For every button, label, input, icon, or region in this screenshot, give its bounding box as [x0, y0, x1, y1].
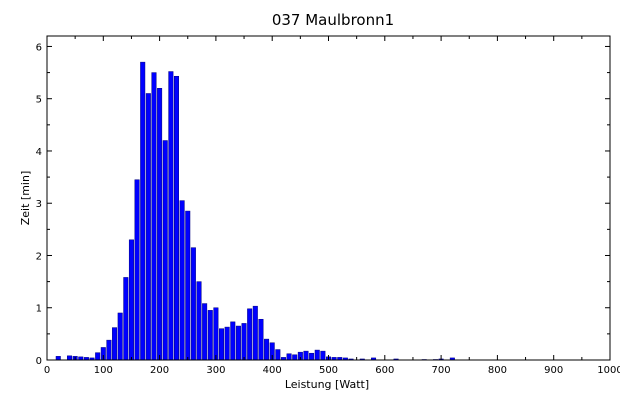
histogram-bar	[320, 350, 326, 361]
y-tick-label: 2	[36, 251, 42, 262]
plot-frame	[46, 35, 611, 361]
y-axis-label: Zeit [min]	[19, 171, 32, 226]
histogram-bar	[230, 321, 236, 361]
chart-title: 037 Maulbronn1	[272, 11, 394, 29]
histogram-bar	[314, 349, 320, 361]
x-tick-label: 300	[206, 365, 225, 376]
histogram-bar	[309, 352, 315, 361]
histogram-bar	[303, 350, 309, 361]
histogram-bar	[112, 327, 118, 361]
histogram-bar	[275, 349, 281, 361]
histogram-bar	[55, 356, 61, 361]
histogram-bar	[140, 61, 146, 361]
histogram-bar	[292, 354, 298, 361]
histogram-bar	[151, 72, 157, 361]
y-tick-label: 6	[36, 42, 42, 53]
histogram-bar	[185, 210, 191, 361]
histogram-bar	[179, 200, 185, 361]
histogram-bar	[95, 352, 101, 361]
histogram-bar	[168, 71, 174, 361]
histogram-bar	[258, 318, 264, 361]
y-tick-label: 0	[36, 356, 42, 367]
histogram-bar	[224, 326, 230, 361]
x-tick-label: 200	[150, 365, 169, 376]
x-tick-label: 0	[44, 365, 50, 376]
histogram-bar	[235, 325, 241, 361]
x-tick-label: 100	[94, 365, 113, 376]
histogram-bar	[134, 179, 140, 361]
histogram-bar	[286, 353, 292, 361]
x-tick-label: 700	[432, 365, 451, 376]
x-tick-label: 900	[544, 365, 563, 376]
histogram-bar	[213, 307, 219, 361]
bar-series	[55, 61, 455, 361]
histogram-bar	[196, 281, 202, 361]
histogram-bar	[207, 310, 213, 361]
y-tick-label: 5	[36, 95, 42, 106]
histogram-bar	[264, 338, 270, 361]
histogram-bar	[247, 308, 253, 361]
histogram-bar	[219, 328, 225, 361]
x-tick-label: 500	[319, 365, 338, 376]
histogram-bar	[67, 355, 73, 361]
x-axis-label: Leistung [Watt]	[285, 378, 369, 391]
axis-ticks: 0 100 200 300 400 500 600 700 800 900 1000 0 1 2 3 4 5 6	[36, 36, 620, 376]
histogram-bar	[252, 305, 258, 361]
y-tick-label: 1	[36, 304, 42, 315]
histogram-bar	[202, 303, 208, 361]
histogram-bar	[241, 323, 247, 361]
x-tick-label: 400	[263, 365, 282, 376]
histogram-bar	[106, 339, 112, 361]
x-tick-label: 800	[488, 365, 507, 376]
histogram-bar	[145, 93, 151, 361]
y-tick-label: 4	[36, 147, 42, 158]
histogram-bar	[128, 239, 134, 361]
histogram-bar	[173, 75, 179, 361]
histogram-bar	[157, 88, 163, 361]
x-tick-label: 600	[375, 365, 394, 376]
x-tick-label: 1000	[597, 365, 620, 376]
y-tick-label: 3	[36, 199, 42, 210]
histogram-bar	[123, 277, 129, 361]
histogram-bar	[190, 247, 196, 361]
histogram-bar	[117, 312, 123, 361]
histogram-bar	[162, 140, 168, 361]
